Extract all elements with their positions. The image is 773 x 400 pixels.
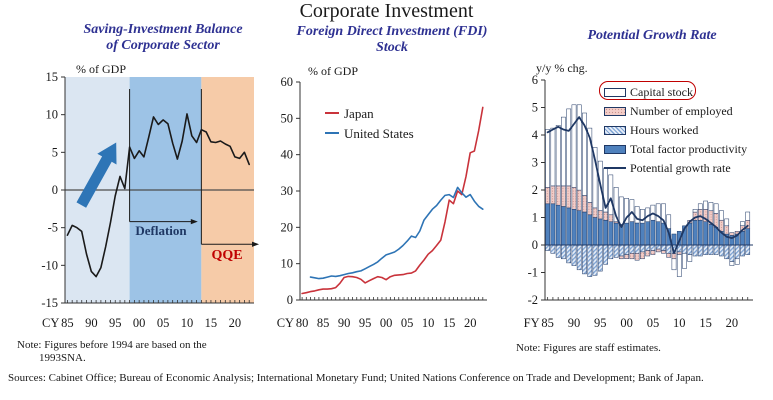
potential-growth-rate-legend-label: Potential growth rate: [630, 161, 731, 175]
svg-text:00: 00: [133, 316, 146, 330]
svg-text:60: 60: [281, 75, 294, 89]
middle-chart: 60 50 40 30 20 10 080 85 90 95 00 05 10 15 20 CY: [277, 75, 487, 330]
svg-text:85: 85: [61, 316, 74, 330]
middle-panel-title: Foreign Direct Investment (FDI) Stock: [267, 24, 517, 56]
number-of-employed-swatch: [604, 106, 626, 116]
svg-text:10: 10: [181, 316, 194, 330]
svg-text:85: 85: [317, 316, 330, 330]
svg-text:5: 5: [532, 101, 538, 115]
svg-text:0: 0: [287, 293, 293, 307]
svg-text:15: 15: [699, 316, 712, 330]
middle-axis-unit-label: % of GDP: [308, 64, 358, 78]
middle-panel-title-line1: Foreign Direct Investment (FDI): [296, 24, 488, 39]
potential-growth-rate-swatch: [604, 167, 626, 170]
svg-text:05: 05: [647, 316, 660, 330]
us-legend-label: United States: [344, 126, 414, 141]
left-note-line1: Note: Figures before 1994 are based on t…: [17, 339, 207, 351]
svg-text:2: 2: [532, 183, 538, 197]
svg-text:00: 00: [620, 316, 633, 330]
svg-text:85: 85: [541, 316, 554, 330]
left-panel-title: Saving-Investment Balance of Corporate S…: [38, 22, 288, 54]
right-panel-title: Potential Growth Rate: [527, 28, 773, 44]
svg-text:0: 0: [532, 238, 538, 252]
svg-text:90: 90: [338, 316, 351, 330]
svg-text:10: 10: [673, 316, 686, 330]
total-factor-productivity-swatch: [604, 144, 626, 154]
total-factor-productivity-legend-label: Total factor productivity: [630, 142, 748, 156]
svg-text:15: 15: [443, 316, 456, 330]
capital-stock-swatch: [604, 87, 626, 97]
capital-stock-legend-label: Capital stock: [630, 85, 693, 99]
svg-text:80: 80: [296, 316, 309, 330]
japan-line-swatch: [325, 112, 339, 115]
svg-text:CY: CY: [42, 316, 59, 330]
svg-text:15: 15: [46, 70, 59, 84]
svg-text:20: 20: [281, 220, 294, 234]
svg-text:10: 10: [281, 257, 294, 271]
svg-text:-2: -2: [528, 293, 538, 307]
svg-text:10: 10: [46, 108, 59, 122]
svg-text:20: 20: [229, 316, 242, 330]
svg-text:95: 95: [109, 316, 122, 330]
capital-stock-highlight-circle: [599, 81, 696, 100]
left-note-line2: 1993SNA.: [39, 352, 86, 364]
page-title: Corporate Investment: [299, 0, 474, 22]
svg-text:95: 95: [594, 316, 607, 330]
svg-text:95: 95: [359, 316, 372, 330]
svg-text:10: 10: [422, 316, 435, 330]
svg-text:4: 4: [532, 128, 539, 142]
svg-text:05: 05: [157, 316, 170, 330]
middle-panel-title-line2: Stock: [376, 40, 408, 55]
svg-text:1: 1: [532, 211, 538, 225]
svg-text:15: 15: [205, 316, 218, 330]
right-panel-title-line1: Potential Growth Rate: [587, 28, 717, 43]
hours-worked-legend-label: Hours worked: [630, 123, 699, 137]
svg-text:5: 5: [52, 145, 58, 159]
svg-text:00: 00: [380, 316, 393, 330]
left-axis-unit-label: % of GDP: [76, 62, 126, 76]
svg-text:6: 6: [532, 73, 538, 87]
svg-text:-15: -15: [41, 296, 58, 310]
svg-text:CY: CY: [277, 316, 294, 330]
svg-text:50: 50: [281, 111, 294, 125]
qqe-annotation-label: QQE: [211, 248, 243, 263]
svg-text:-5: -5: [48, 221, 58, 235]
svg-text:0: 0: [52, 183, 58, 197]
svg-text:40: 40: [281, 148, 294, 162]
svg-text:-1: -1: [528, 266, 538, 280]
svg-text:3: 3: [532, 156, 538, 170]
svg-text:90: 90: [85, 316, 98, 330]
left-panel-title-line1: Saving-Investment Balance: [83, 22, 243, 37]
svg-text:30: 30: [281, 184, 294, 198]
sources-line: Sources: Cabinet Office; Bureau of Econo…: [8, 372, 704, 384]
left-panel-title-line2: of Corporate Sector: [106, 38, 220, 53]
japan-legend-label: Japan: [344, 106, 374, 121]
svg-text:-10: -10: [41, 258, 58, 272]
deflation-annotation-label: Deflation: [135, 223, 187, 238]
svg-text:20: 20: [464, 316, 477, 330]
svg-text:90: 90: [568, 316, 581, 330]
svg-text:05: 05: [401, 316, 414, 330]
number-of-employed-legend-label: Number of employed: [630, 104, 733, 118]
right-note: Note: Figures are staff estimates.: [516, 342, 661, 354]
hours-worked-swatch: [604, 125, 626, 135]
us-line-swatch: [325, 132, 339, 135]
svg-text:20: 20: [726, 316, 739, 330]
right-axis-unit-label: y/y % chg.: [536, 61, 588, 75]
svg-text:FY: FY: [524, 316, 540, 330]
